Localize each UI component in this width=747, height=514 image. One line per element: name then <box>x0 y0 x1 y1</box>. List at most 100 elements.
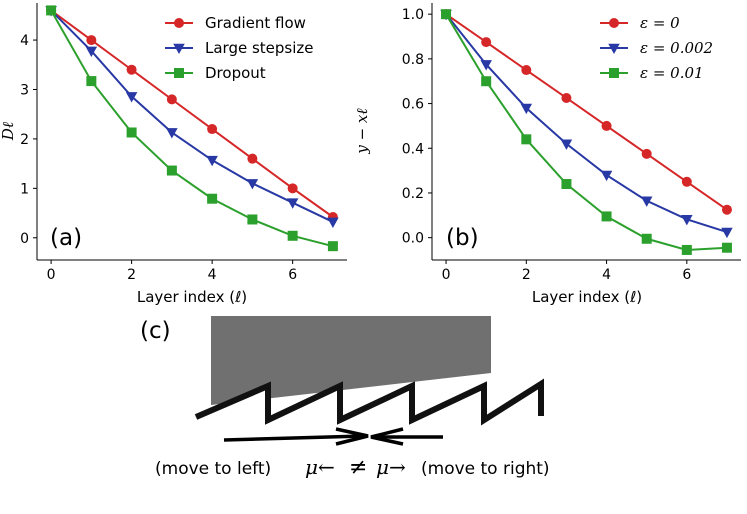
y-tick-label: 2 <box>20 132 29 148</box>
data-point <box>601 120 612 131</box>
panel-b-y-ticks: 0.0 0.2 0.4 0.6 0.8 1.0 <box>402 7 432 247</box>
data-point <box>166 165 177 176</box>
arrow-head-left <box>370 427 404 446</box>
data-point <box>721 204 732 215</box>
data-point <box>641 148 652 159</box>
y-tick-label: 3 <box>20 82 29 98</box>
sawtooth-potential <box>194 378 544 426</box>
legend-marker <box>608 43 620 55</box>
y-tick-label: 0.0 <box>402 231 424 247</box>
legend-label: Gradient flow <box>205 14 306 32</box>
series-line <box>50 9 334 218</box>
panel-a-y-label: Dℓ <box>0 122 17 141</box>
legend-marker <box>173 43 185 55</box>
data-point <box>640 196 653 207</box>
left-caption: (move to left) <box>155 459 271 479</box>
data-point <box>166 128 178 139</box>
data-point <box>520 103 533 115</box>
y-tick-label: 1.0 <box>402 7 424 23</box>
panel-b-series <box>440 9 733 255</box>
data-point <box>207 193 218 204</box>
gray-block <box>211 316 491 405</box>
data-point <box>481 37 492 48</box>
data-point <box>86 76 97 87</box>
data-point <box>480 60 492 71</box>
panel-b-x-label: Layer index (ℓ) <box>532 288 642 306</box>
panel-a-legend: Gradient flow Large stepsize Dropout <box>165 14 314 82</box>
legend-marker <box>174 68 184 78</box>
legend-label: Dropout <box>205 64 266 82</box>
panel-a-x-ticks: 0 2 4 6 <box>47 260 297 283</box>
x-tick-label: 4 <box>208 267 217 283</box>
panel-b-label: (b) <box>446 225 479 251</box>
data-point <box>560 139 573 150</box>
legend-label: ε = 0.01 <box>640 64 704 82</box>
data-point <box>641 233 652 244</box>
data-point <box>561 92 572 103</box>
data-point <box>247 153 258 164</box>
panel-c-label: (c) <box>140 318 171 344</box>
y-tick-label: 4 <box>20 33 29 49</box>
y-tick-label: 1 <box>20 181 29 197</box>
data-point <box>247 214 258 225</box>
data-point <box>721 227 733 239</box>
panel-c: (c) (move to left) μ← ≠ μ→ (move to righ… <box>140 316 550 480</box>
right-caption: (move to right) <box>421 459 550 479</box>
neq-sign: ≠ <box>349 455 367 480</box>
data-point <box>481 76 492 87</box>
data-point <box>721 242 732 253</box>
data-point <box>246 179 259 190</box>
mu-left: μ← <box>305 455 335 479</box>
legend-marker <box>609 68 619 78</box>
data-point <box>327 217 339 228</box>
series-2 <box>45 6 339 228</box>
panel-b-legend: ε = 0 ε = 0.002 ε = 0.01 <box>600 14 713 82</box>
data-point <box>521 65 532 76</box>
panel-a-label: (a) <box>50 225 82 251</box>
y-tick-label: 0.6 <box>402 97 424 113</box>
x-tick-label: 0 <box>47 267 56 283</box>
legend-label: ε = 0.002 <box>640 39 713 57</box>
mu-right: μ→ <box>376 455 406 479</box>
series-line <box>445 13 728 251</box>
data-point <box>327 241 338 252</box>
arrow-head-right <box>335 427 369 446</box>
y-tick-label: 0.2 <box>402 186 424 202</box>
data-point <box>287 230 298 241</box>
panel-a-x-label: Layer index (ℓ) <box>137 288 247 306</box>
sawtooth-underfill <box>196 384 541 420</box>
x-tick-label: 2 <box>522 267 531 283</box>
data-point <box>166 94 177 105</box>
data-point <box>441 9 452 20</box>
arrow-shaft-right <box>223 434 365 442</box>
data-point <box>287 183 298 194</box>
x-tick-label: 2 <box>127 267 136 283</box>
x-tick-label: 6 <box>682 267 691 283</box>
data-point <box>521 134 532 145</box>
legend-label: Large stepsize <box>205 39 314 57</box>
data-point <box>681 176 692 187</box>
data-point <box>681 215 693 226</box>
y-tick-label: 0.8 <box>402 52 424 68</box>
data-point <box>207 124 218 135</box>
panel-a: 0 2 4 6 0 1 2 3 4 Gradient flow Large stepsize Dr… <box>0 3 347 306</box>
data-point <box>85 46 98 57</box>
data-point <box>46 5 57 16</box>
legend-label: ε = 0 <box>640 14 680 32</box>
series-line <box>50 9 334 248</box>
series-line <box>445 13 728 211</box>
x-tick-label: 4 <box>602 267 611 283</box>
y-tick-label: 0.4 <box>402 141 424 157</box>
panel-b-x-ticks: 0 2 4 6 <box>442 260 691 283</box>
series-line <box>445 13 728 234</box>
data-point <box>206 155 218 167</box>
y-tick-label: 0 <box>20 231 29 247</box>
data-point <box>86 35 97 46</box>
series-3 <box>46 5 338 252</box>
panel-a-y-ticks: 0 1 2 3 4 <box>20 33 37 247</box>
series-1 <box>46 5 338 223</box>
panel-b-y-label: y − xℓ <box>353 108 371 154</box>
